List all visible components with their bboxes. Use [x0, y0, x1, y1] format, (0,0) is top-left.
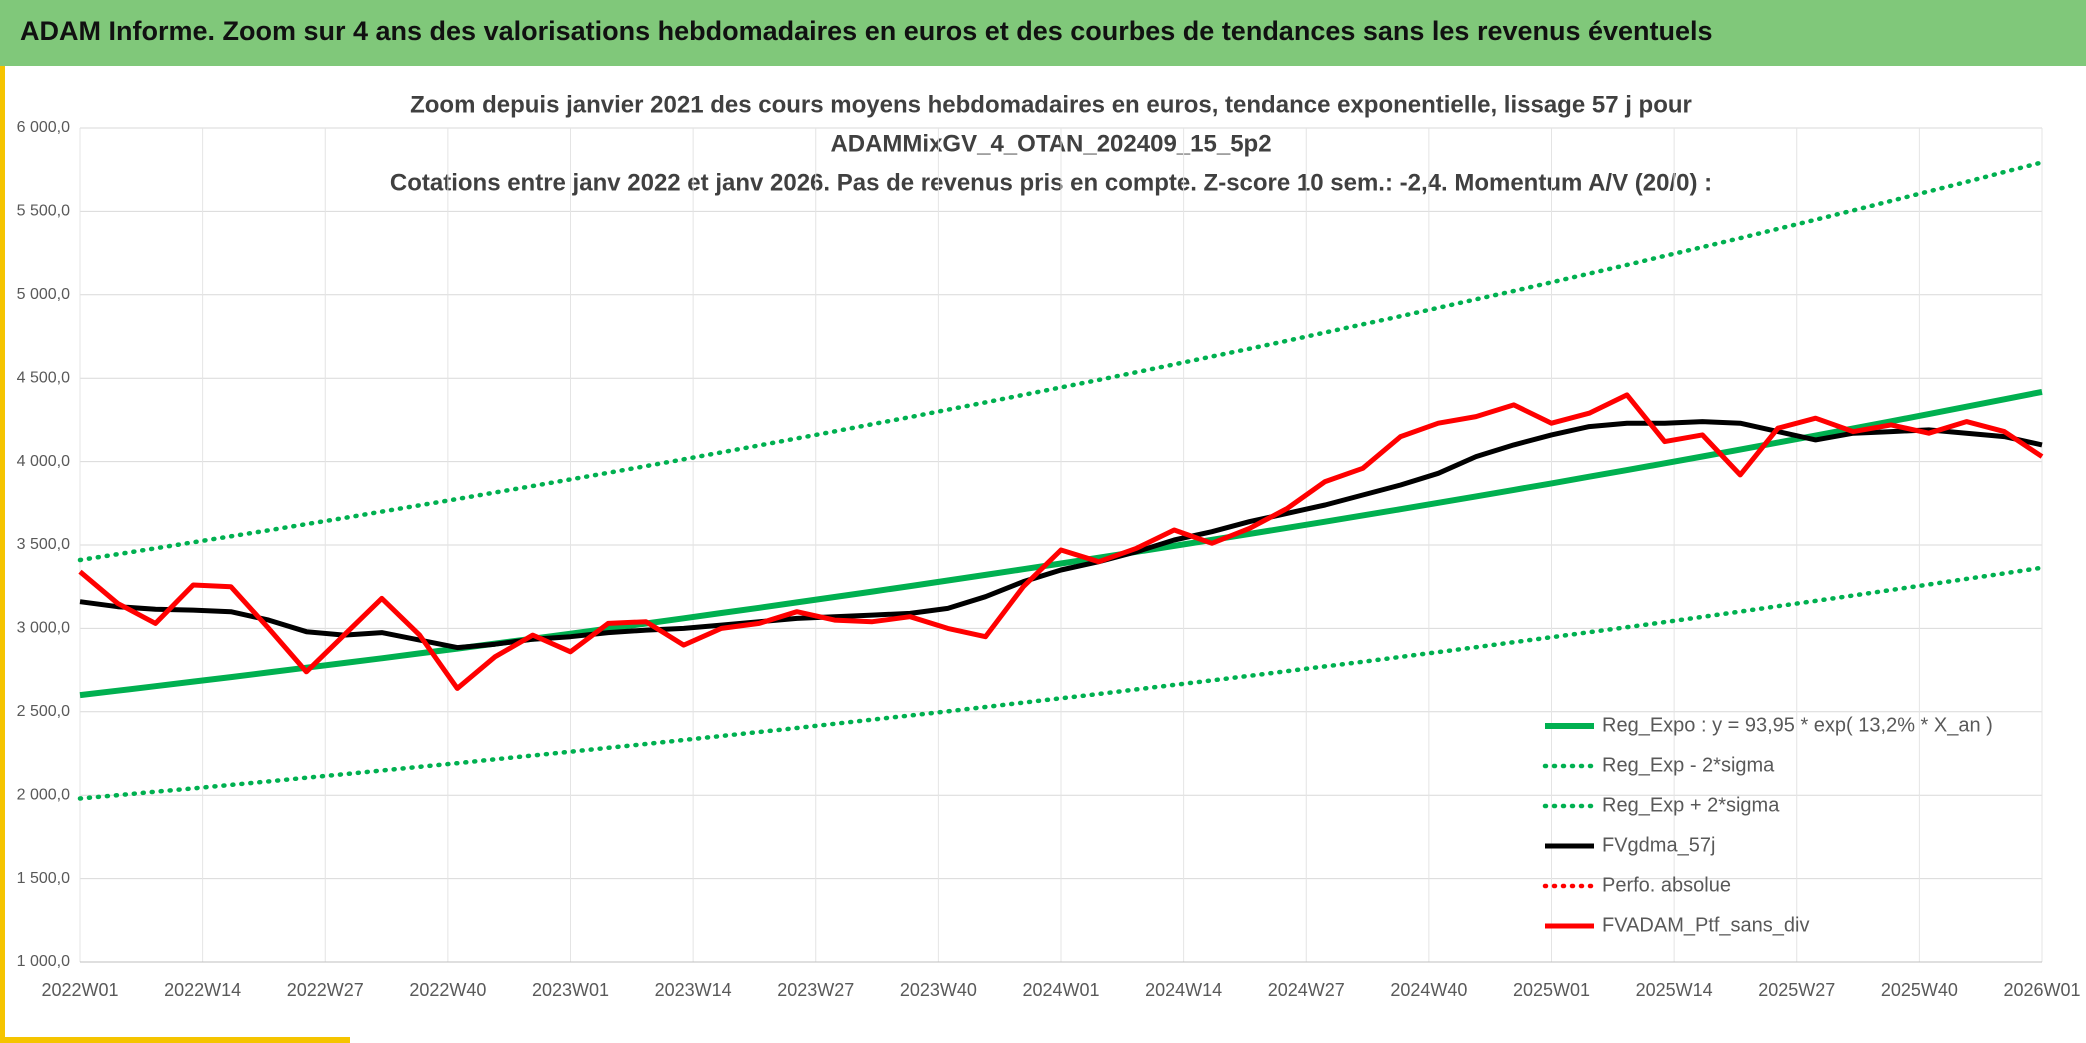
y-tick-label: 2 500,0 [17, 703, 70, 720]
legend-label: Reg_Expo : y = 93,95 * exp( 13,2% * X_an… [1602, 714, 1993, 736]
x-tick-label: 2024W01 [1022, 980, 1099, 1000]
legend-label: Perfo. absolue [1602, 874, 1731, 896]
y-tick-label: 2 000,0 [17, 786, 70, 803]
x-tick-label: 2024W27 [1268, 980, 1345, 1000]
x-tick-label: 2023W01 [532, 980, 609, 1000]
y-tick-label: 3 500,0 [17, 536, 70, 553]
series-line [79, 388, 2043, 699]
y-tick-label: 5 000,0 [17, 286, 70, 303]
series-line [77, 565, 2045, 801]
legend-label: FVADAM_Ptf_sans_div [1602, 914, 1810, 936]
y-tick-label: 3 000,0 [17, 620, 70, 637]
series-line [78, 392, 2044, 691]
y-tick-label: 1 000,0 [17, 953, 70, 970]
legend-label: Reg_Exp + 2*sigma [1602, 794, 1780, 816]
x-tick-label: 2022W40 [409, 980, 486, 1000]
x-tick-label: 2022W14 [164, 980, 241, 1000]
header-title: ADAM Informe. Zoom sur 4 ans des valoris… [20, 16, 1713, 46]
chart-title: Zoom depuis janvier 2021 des cours moyen… [410, 91, 1692, 118]
x-tick-label: 2022W01 [41, 980, 118, 1000]
legend-label: Reg_Exp - 2*sigma [1602, 754, 1775, 776]
y-tick-label: 1 500,0 [17, 870, 70, 887]
x-tick-label: 2023W40 [900, 980, 977, 1000]
y-tick-label: 4 500,0 [17, 369, 70, 386]
series-line [79, 419, 2043, 651]
y-tick-label: 4 000,0 [17, 453, 70, 470]
x-tick-label: 2024W40 [1390, 980, 1467, 1000]
bottom-border [0, 1037, 350, 1043]
x-tick-label: 2024W14 [1145, 980, 1222, 1000]
chart-title: ADAMMixGV_4_OTAN_202409_15_5p2 [830, 130, 1271, 157]
x-tick-label: 2026W01 [2003, 980, 2080, 1000]
x-tick-label: 2025W14 [1636, 980, 1713, 1000]
legend-label: FVgdma_57j [1602, 834, 1715, 856]
y-tick-label: 5 500,0 [17, 203, 70, 220]
header: ADAM Informe. Zoom sur 4 ans des valoris… [0, 0, 2086, 66]
chart-title: Cotations entre janv 2022 et janv 2026. … [390, 169, 1712, 196]
x-tick-label: 2023W14 [655, 980, 732, 1000]
left-border [0, 66, 5, 1043]
x-tick-label: 2023W27 [777, 980, 854, 1000]
x-tick-label: 2025W27 [1758, 980, 1835, 1000]
series-line [77, 160, 2045, 563]
x-tick-label: 2022W27 [287, 980, 364, 1000]
x-tick-label: 2025W40 [1881, 980, 1958, 1000]
y-tick-label: 6 000,0 [17, 119, 70, 136]
x-tick-label: 2025W01 [1513, 980, 1590, 1000]
